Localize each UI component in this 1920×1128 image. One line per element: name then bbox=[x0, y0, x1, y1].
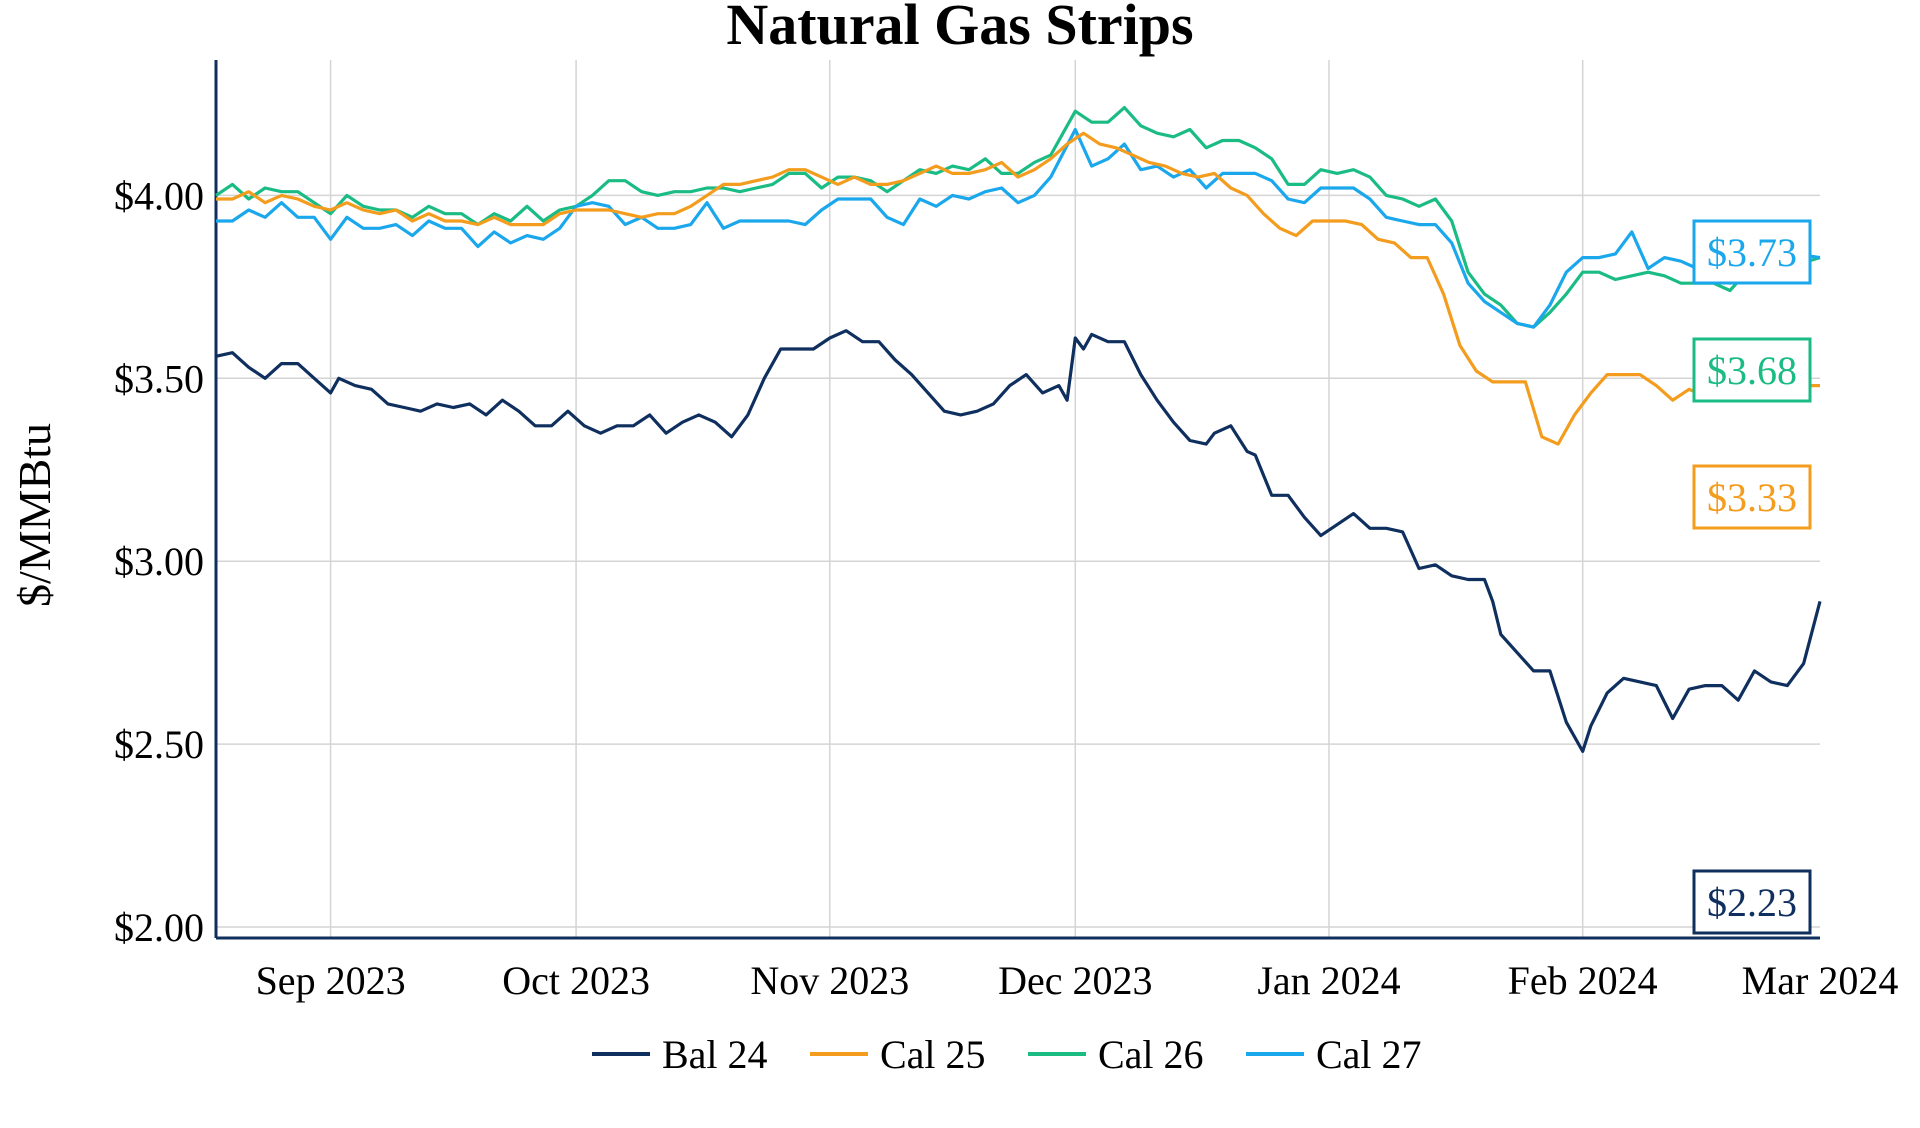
y-tick-label: $3.50 bbox=[114, 356, 204, 401]
end-value-label: $2.23 bbox=[1707, 880, 1797, 925]
y-axis-ticks: $2.00 $2.50 $3.00 $3.50 $4.00 bbox=[114, 173, 204, 950]
legend-label: Bal 24 bbox=[662, 1032, 768, 1077]
series-lines bbox=[215, 106, 1822, 753]
x-tick-label: Sep 2023 bbox=[256, 958, 406, 1003]
x-tick-label: Dec 2023 bbox=[998, 958, 1152, 1003]
series-line-cal-26 bbox=[215, 106, 1821, 329]
x-tick-label: Feb 2024 bbox=[1508, 958, 1658, 1003]
legend-label: Cal 25 bbox=[880, 1032, 986, 1077]
legend-label: Cal 27 bbox=[1316, 1032, 1422, 1077]
end-label-box bbox=[1692, 464, 1812, 530]
gridlines bbox=[216, 60, 1820, 938]
y-tick-label: $4.00 bbox=[114, 173, 204, 218]
series-line-cal-27 bbox=[216, 127, 1821, 329]
x-tick-label: Mar 2024 bbox=[1742, 958, 1899, 1003]
x-tick-label: Nov 2023 bbox=[750, 958, 909, 1003]
legend: Bal 24 Cal 25 Cal 26 Cal 27 bbox=[592, 1032, 1422, 1077]
end-value-label: $3.33 bbox=[1707, 475, 1797, 520]
chart-title: Natural Gas Strips bbox=[726, 0, 1193, 57]
y-axis-label: $/MMBtu bbox=[9, 423, 60, 607]
end-label-box bbox=[1692, 869, 1812, 935]
axes bbox=[214, 60, 1820, 940]
end-value-labels: $3.73 $3.68 $3.33 $2.23 bbox=[1692, 219, 1812, 935]
y-tick-label: $3.00 bbox=[114, 539, 204, 584]
end-value-label: $3.73 bbox=[1707, 230, 1797, 275]
end-label-box bbox=[1692, 219, 1812, 285]
x-tick-label: Oct 2023 bbox=[502, 958, 650, 1003]
series-line-cal-25 bbox=[216, 131, 1820, 446]
x-tick-label: Jan 2024 bbox=[1257, 958, 1400, 1003]
end-value-label: $3.68 bbox=[1707, 348, 1797, 393]
series-line-bal-24 bbox=[215, 329, 1822, 753]
end-label-box bbox=[1692, 337, 1812, 403]
y-tick-label: $2.00 bbox=[114, 905, 204, 950]
legend-label: Cal 26 bbox=[1098, 1032, 1204, 1077]
y-tick-label: $2.50 bbox=[114, 722, 204, 767]
x-axis-ticks: Sep 2023 Oct 2023 Nov 2023 Dec 2023 Jan 2024… bbox=[256, 958, 1899, 1003]
